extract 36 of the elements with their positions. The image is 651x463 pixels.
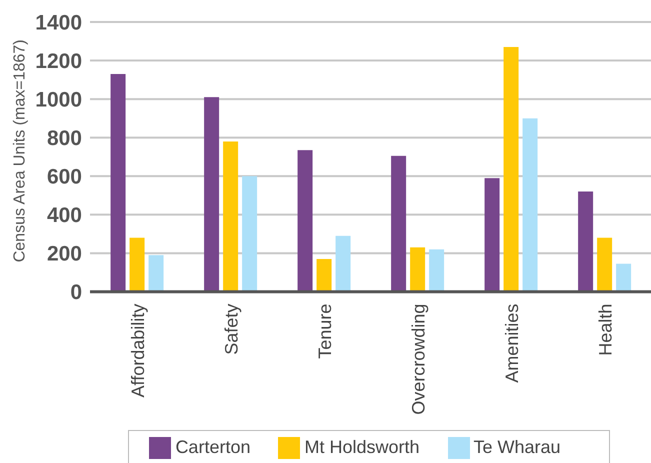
bar — [522, 118, 538, 292]
y-tick-label: 200 — [46, 242, 82, 266]
y-tick-label: 0 — [70, 281, 82, 304]
y-tick-label: 400 — [46, 204, 82, 228]
bar — [410, 247, 426, 292]
legend-label: Mt Holdsworth — [304, 436, 420, 457]
bar — [223, 141, 238, 292]
bar — [484, 178, 500, 292]
x-tick-label: Amenities — [502, 304, 522, 383]
bar — [578, 192, 594, 292]
y-tick-label: 1400 — [35, 11, 82, 34]
bar — [391, 156, 406, 292]
x-tick-label: Safety — [221, 304, 242, 355]
bar — [429, 249, 444, 292]
y-tick-label: 800 — [46, 127, 82, 150]
x-tick-label: Overcrowding — [408, 304, 428, 415]
bar — [148, 255, 164, 292]
bar — [316, 258, 332, 292]
x-tick-label: Health — [595, 304, 616, 356]
bar — [616, 264, 632, 292]
x-tick-label: Affordability — [128, 304, 148, 398]
y-axis-title: Census Area Units (max=1867) — [12, 39, 28, 262]
bar — [597, 238, 612, 292]
bar — [130, 238, 145, 292]
bar — [204, 97, 220, 292]
legend-label: Carterton — [175, 436, 250, 457]
legend-label: Te Wharau — [474, 436, 561, 457]
x-tick-label: Tenure — [314, 304, 335, 359]
y-tick-label: 600 — [46, 166, 82, 189]
y-tick-label: 1200 — [35, 50, 82, 73]
bar — [336, 236, 351, 292]
bar — [298, 150, 313, 292]
bar — [504, 47, 519, 292]
y-tick-label: 1000 — [35, 88, 82, 112]
bar — [242, 176, 258, 292]
bar — [110, 74, 126, 292]
